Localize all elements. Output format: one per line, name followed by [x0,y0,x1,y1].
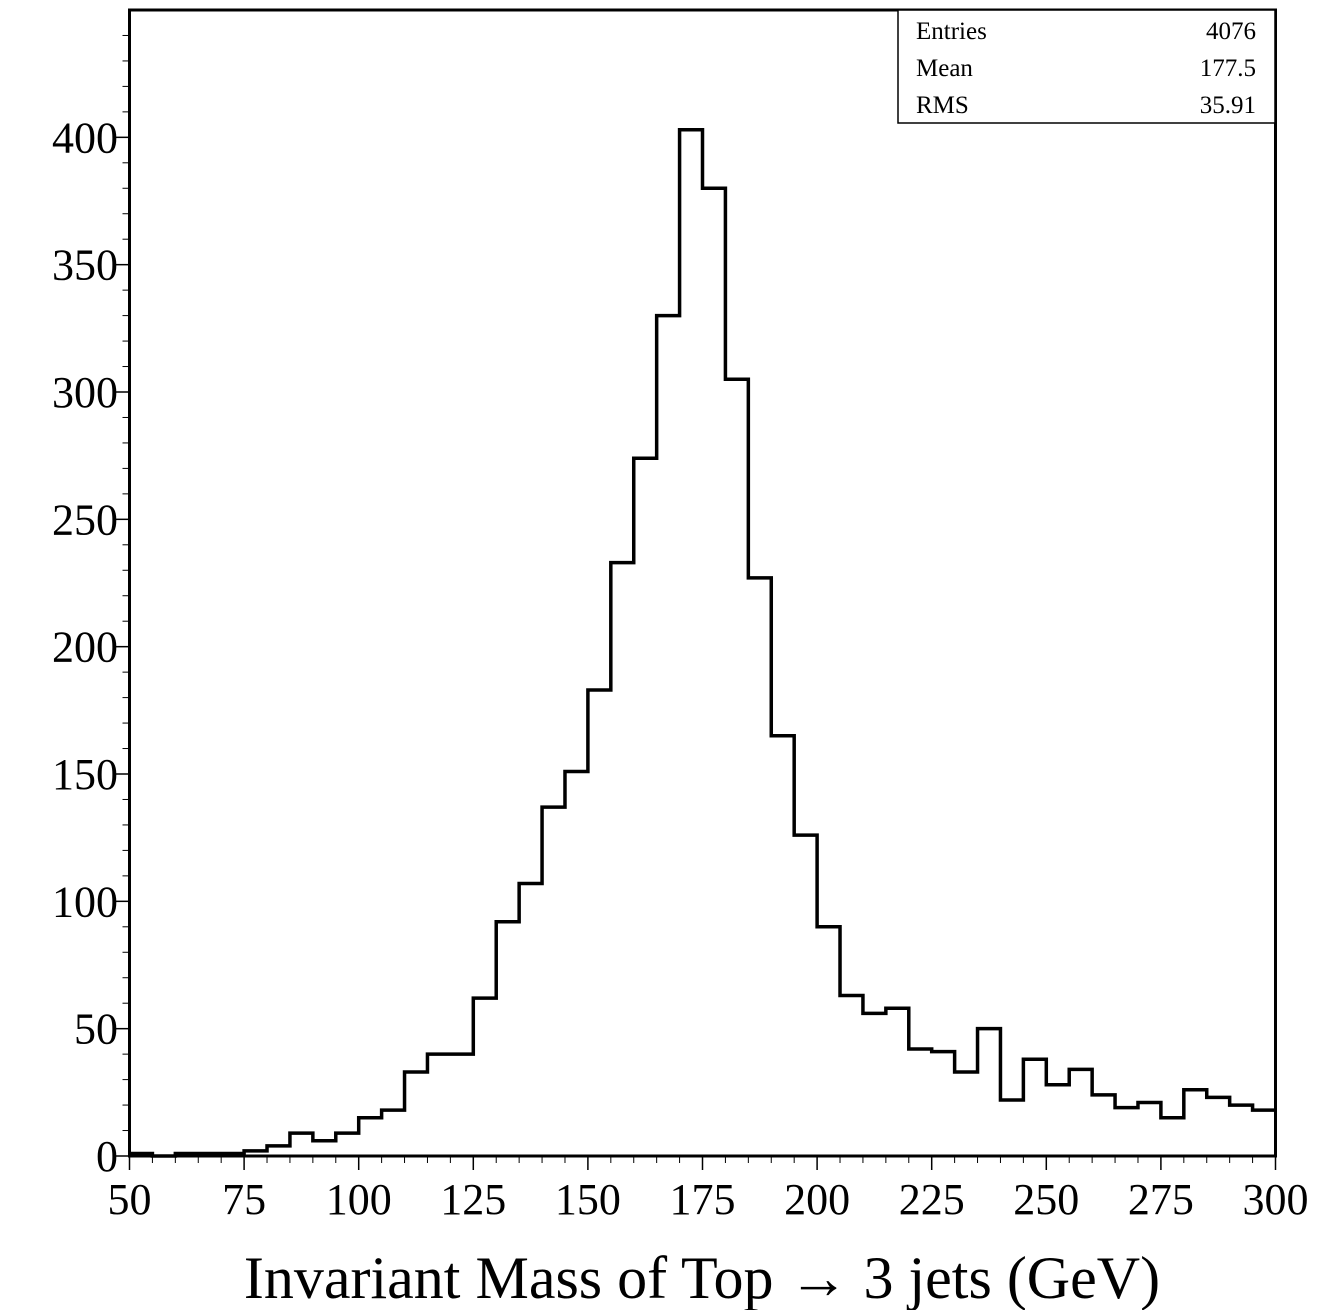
histogram-bin [886,1008,909,1156]
histogram-bin [1000,1100,1023,1156]
histogram-bin [634,458,657,1156]
x-axis-minor-ticks [151,1156,1254,1163]
histogram-bin [748,578,771,1156]
histogram-bin [221,1153,244,1156]
y-tick-label: 400 [52,113,118,162]
stats-mean-label: Mean [916,55,973,82]
histogram-bin [1184,1090,1207,1156]
histogram-bin [313,1141,336,1156]
histogram-bin [1046,1085,1069,1156]
histogram-bin [473,998,496,1156]
histogram-bin [611,563,634,1156]
histogram-bin [1092,1095,1115,1156]
histogram-bin [703,188,726,1156]
x-axis-ticks: 50 75 100 125 150 175 200 225 250 275 300 [108,1156,1309,1224]
y-tick-label: 300 [52,368,118,417]
x-tick-label: 200 [784,1175,850,1224]
histogram-bin [978,1029,1001,1156]
histogram-bin [519,884,542,1156]
histogram-bin [725,379,748,1156]
histogram-bin [290,1133,313,1156]
histogram-bin [955,1072,978,1156]
histogram-bin [680,130,703,1156]
histogram-bin [1207,1097,1230,1156]
histogram-bin [1230,1105,1253,1156]
histogram-bin [657,316,680,1156]
histogram-bin [1253,1110,1276,1156]
histogram-bin [932,1052,955,1156]
x-tick-label: 175 [670,1175,736,1224]
stats-entries-value: 4076 [1206,18,1256,45]
x-axis-label: Invariant Mass of Top → 3 jets (GeV) [244,1245,1160,1310]
histogram-bin [909,1049,932,1156]
y-tick-label: 0 [96,1132,118,1181]
histogram-bin [840,996,863,1156]
x-tick-label: 125 [440,1175,506,1224]
histogram-bin [1023,1059,1046,1156]
stats-rms-value: 35.91 [1200,92,1256,119]
histogram-bin [359,1118,382,1156]
stats-box: Entries 4076 Mean 177.5 RMS 35.91 [897,9,1276,124]
y-tick-label: 200 [52,623,118,672]
x-tick-label: 150 [555,1175,621,1224]
histogram-bin [336,1133,359,1156]
histogram-bin [1161,1118,1184,1156]
histogram-bin [1138,1103,1161,1156]
stats-entries-label: Entries [916,18,987,45]
y-tick-label: 50 [74,1005,118,1054]
histogram-bin [565,771,588,1156]
histogram-bin [450,1054,473,1156]
histogram-bin [198,1153,221,1156]
histogram-bin [244,1151,267,1156]
stats-rms-label: RMS [916,92,969,119]
histogram-bin [588,690,611,1156]
histogram-bin [771,736,794,1156]
x-tick-label: 75 [222,1175,266,1224]
histogram-bin [175,1153,198,1156]
stats-mean-value: 177.5 [1200,55,1256,82]
histogram-bin [542,807,565,1156]
stats-box-frame [897,9,1276,124]
histogram-outline [129,127,1276,1158]
x-tick-label: 250 [1013,1175,1079,1224]
histogram-bin [267,1146,290,1156]
y-axis-minor-ticks [122,34,130,1132]
x-tick-label: 225 [899,1175,965,1224]
y-tick-label: 150 [52,750,118,799]
histogram-bin [427,1054,450,1156]
histogram-bin [1069,1069,1092,1156]
histogram-bin [863,1013,886,1156]
y-tick-label: 250 [52,495,118,544]
x-tick-label: 275 [1128,1175,1194,1224]
y-tick-label: 100 [52,877,118,926]
x-tick-label: 300 [1243,1175,1309,1224]
x-tick-label: 100 [326,1175,392,1224]
histogram-bin [496,922,519,1156]
histogram-bins [130,130,1276,1156]
y-tick-label: 350 [52,241,118,290]
histogram-bin [1115,1108,1138,1156]
histogram-bin [130,1153,153,1156]
histogram-bin [794,835,817,1156]
y-axis-ticks: 0 50 100 150 200 250 300 350 400 [52,113,130,1181]
x-tick-label: 50 [108,1175,152,1224]
histogram-bin [405,1072,428,1156]
histogram-bin [817,927,840,1156]
histogram-bin [382,1110,405,1156]
